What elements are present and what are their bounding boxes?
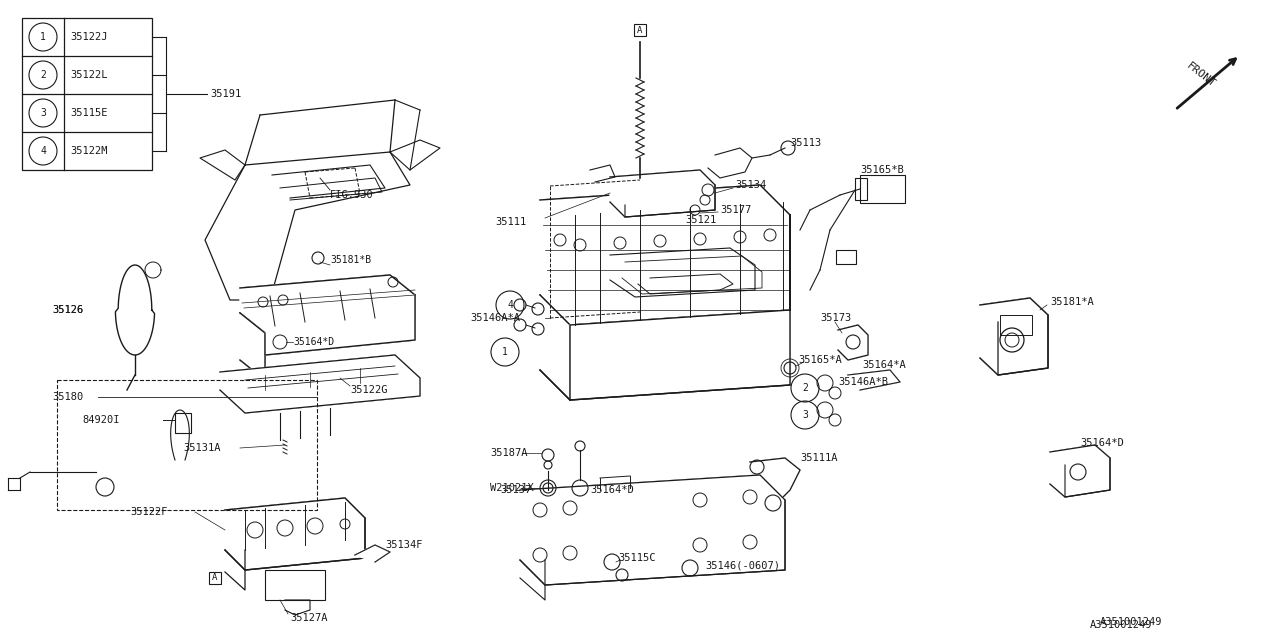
Text: 35126: 35126 (52, 305, 83, 315)
Bar (58, 380, 317, 510)
Text: 35180: 35180 (52, 392, 83, 402)
Text: 35127A: 35127A (291, 613, 328, 623)
Text: 35134: 35134 (735, 180, 767, 190)
Text: A351001249: A351001249 (1091, 620, 1152, 630)
Polygon shape (220, 355, 420, 413)
Bar (836, 250, 856, 264)
Polygon shape (520, 475, 785, 585)
Text: 35122J: 35122J (70, 32, 108, 42)
Polygon shape (540, 185, 790, 325)
Text: 35177: 35177 (721, 205, 751, 215)
Text: 35164*A: 35164*A (861, 360, 906, 370)
Text: 35122F: 35122F (131, 507, 168, 517)
Polygon shape (570, 215, 790, 400)
Polygon shape (849, 370, 900, 390)
Text: 35191: 35191 (210, 89, 241, 99)
Bar (22, 18, 152, 170)
Text: FRONT: FRONT (1185, 61, 1217, 90)
Text: 4: 4 (507, 300, 513, 310)
Text: 35122G: 35122G (349, 385, 388, 395)
Text: 35115E: 35115E (70, 108, 108, 118)
Text: 35164*D: 35164*D (293, 337, 334, 347)
Text: 35146(-0607): 35146(-0607) (705, 560, 780, 570)
Bar (634, 24, 646, 36)
Text: 3: 3 (40, 108, 46, 118)
Text: 3: 3 (803, 410, 808, 420)
Text: 35115C: 35115C (618, 553, 655, 563)
Text: 35146A*A: 35146A*A (470, 313, 520, 323)
Text: 35173: 35173 (820, 313, 851, 323)
Text: 35122L: 35122L (70, 70, 108, 80)
Text: W21021X: W21021X (490, 483, 534, 493)
Bar (265, 570, 325, 600)
Text: 35122M: 35122M (70, 146, 108, 156)
Text: 1: 1 (40, 32, 46, 42)
Text: 35137: 35137 (500, 485, 531, 495)
Text: 35113: 35113 (790, 138, 822, 148)
Bar (209, 572, 221, 584)
Bar (175, 413, 191, 433)
Text: 35164*D: 35164*D (590, 485, 634, 495)
Text: A: A (637, 26, 643, 35)
Text: FIG.930: FIG.930 (330, 190, 374, 200)
Bar (860, 175, 905, 203)
Text: 35181*B: 35181*B (330, 255, 371, 265)
Text: 35187A: 35187A (490, 448, 527, 458)
Text: 2: 2 (40, 70, 46, 80)
Polygon shape (980, 298, 1048, 375)
Text: 35134F: 35134F (385, 540, 422, 550)
Text: 2: 2 (803, 383, 808, 393)
Text: 4: 4 (40, 146, 46, 156)
Polygon shape (838, 325, 868, 360)
Polygon shape (355, 545, 390, 562)
Text: 84920I: 84920I (82, 415, 119, 425)
Text: 35146A*B: 35146A*B (838, 377, 888, 387)
Polygon shape (750, 458, 800, 510)
Polygon shape (611, 170, 716, 217)
Text: 35181*A: 35181*A (1050, 297, 1093, 307)
Text: 35121: 35121 (685, 215, 717, 225)
Text: 35131A: 35131A (183, 443, 220, 453)
Text: A: A (212, 573, 218, 582)
Polygon shape (225, 498, 365, 570)
Text: A351001249: A351001249 (1100, 617, 1162, 627)
Text: 35126: 35126 (52, 305, 83, 315)
Bar (1000, 315, 1032, 335)
Text: 35165*B: 35165*B (860, 165, 904, 175)
Polygon shape (265, 295, 415, 355)
Text: 35111A: 35111A (800, 453, 837, 463)
Polygon shape (241, 313, 265, 380)
Bar (855, 178, 867, 200)
Text: 35164*D: 35164*D (1080, 438, 1124, 448)
Polygon shape (540, 295, 570, 400)
Text: 35111: 35111 (495, 217, 526, 227)
Polygon shape (1050, 445, 1110, 497)
Text: 1: 1 (502, 347, 508, 357)
Text: 35165*A: 35165*A (797, 355, 842, 365)
Polygon shape (241, 275, 415, 333)
